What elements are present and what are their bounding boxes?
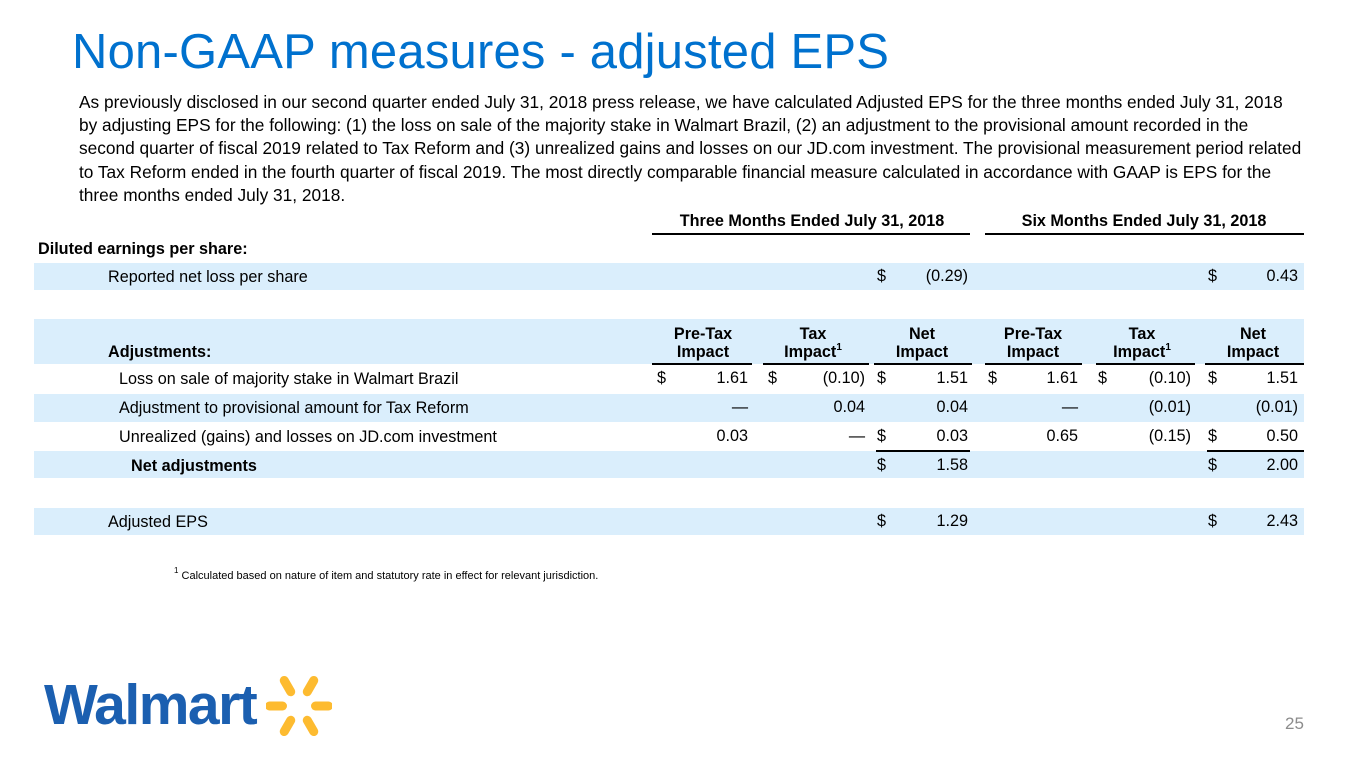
cell-value: (0.15) (1148, 427, 1191, 445)
cell-value: 0.50 (1266, 427, 1298, 445)
footnote-text: Calculated based on nature of item and s… (181, 570, 599, 582)
spark-petal (279, 715, 296, 737)
page-title: Non-GAAP measures - adjusted EPS (72, 25, 890, 79)
spark-petal (279, 675, 296, 697)
reported-six-value: 0.43 (1266, 267, 1298, 285)
net-adjustments-three-value: 1.58 (936, 456, 968, 474)
column-header-bottom-text: Impact (1006, 343, 1060, 361)
column-header-top: Net (908, 325, 936, 343)
header-band (34, 319, 1304, 364)
cell-value: 1.51 (936, 369, 968, 387)
adjusted-three-dollar: $ (877, 512, 887, 530)
period-header-rule (652, 233, 970, 235)
row-band (34, 263, 1304, 290)
footnote-marker: 1 (174, 566, 179, 576)
reported-three-value: (0.29) (925, 267, 968, 285)
cell-dollar-sign: $ (1098, 369, 1108, 387)
net-adjustments-rule (876, 450, 970, 452)
adjustment-row-label: Adjustment to provisional amount for Tax… (119, 399, 469, 417)
column-header-top: Pre-Tax (673, 325, 733, 343)
spark-petal (302, 675, 319, 697)
cell-value: 0.03 (716, 427, 748, 445)
intro-paragraph: As previously disclosed in our second qu… (79, 92, 1302, 205)
period-header-rule (985, 233, 1304, 235)
net-adjustments-three-dollar: $ (877, 456, 887, 474)
column-header-bottom-text: Impact (1226, 343, 1280, 361)
row-band (34, 394, 1304, 422)
cell-value: — (848, 427, 865, 445)
column-header-bottom: Impact (1203, 343, 1303, 362)
cell-value: 0.04 (833, 398, 865, 416)
cell-dollar-sign: $ (1208, 369, 1218, 387)
cell-value: (0.01) (1148, 398, 1191, 416)
cell-value: 0.04 (936, 398, 968, 416)
column-header-footnote-marker: 1 (836, 341, 842, 353)
cell-value: (0.01) (1255, 398, 1298, 416)
page-number: 25 (1285, 714, 1304, 733)
reported-six-dollar: $ (1208, 267, 1218, 285)
column-header-footnote-marker: 1 (1165, 341, 1171, 353)
adjustment-row-label: Loss on sale of majority stake in Walmar… (119, 370, 459, 388)
column-header-bottom-text: Impact (895, 343, 949, 361)
cell-dollar-sign: $ (1208, 427, 1218, 445)
net-adjustments-six-value: 2.00 (1266, 456, 1298, 474)
walmart-logo: Walmart (44, 668, 344, 748)
column-header-bottom-text: Impact (1113, 343, 1166, 361)
cell-value: 0.03 (936, 427, 968, 445)
cell-value: (0.10) (822, 369, 865, 387)
cell-value: 1.61 (716, 369, 748, 387)
adjustments-label: Adjustments: (108, 343, 212, 361)
cell-dollar-sign: $ (657, 369, 667, 387)
column-header-rule (652, 363, 752, 365)
column-header-bottom-text: Impact (784, 343, 837, 361)
diluted-eps-label: Diluted earnings per share: (38, 240, 248, 258)
column-header-bottom: Impact1 (763, 341, 863, 362)
spark-petal (311, 701, 332, 711)
column-header-rule (1096, 363, 1195, 365)
adjusted-six-value: 2.43 (1266, 512, 1298, 530)
column-header-rule (874, 363, 972, 365)
column-header-top: Tax (1128, 325, 1156, 343)
period-header-three-months: Three Months Ended July 31, 2018 (679, 212, 945, 230)
adjusted-six-dollar: $ (1208, 512, 1218, 530)
reported-three-dollar: $ (877, 267, 887, 285)
cell-value: 1.51 (1266, 369, 1298, 387)
reported-label: Reported net loss per share (108, 268, 308, 286)
cell-dollar-sign: $ (988, 369, 998, 387)
spark-icon (266, 675, 332, 737)
column-header-bottom: Impact (872, 343, 972, 362)
column-header-top: Pre-Tax (1003, 325, 1063, 343)
period-header-six-months: Six Months Ended July 31, 2018 (1021, 212, 1267, 230)
cell-dollar-sign: $ (768, 369, 778, 387)
cell-value: — (731, 398, 748, 416)
cell-value: — (1061, 398, 1078, 416)
spark-petal (302, 715, 319, 737)
column-header-top: Net (1239, 325, 1267, 343)
logo-wordmark: Walmart (44, 673, 258, 737)
column-header-top: Tax (799, 325, 827, 343)
row-band (34, 508, 1304, 535)
adjustment-row-label: Unrealized (gains) and losses on JD.com … (119, 428, 497, 446)
adjusted-eps-label: Adjusted EPS (108, 513, 208, 531)
cell-value: 1.61 (1046, 369, 1078, 387)
cell-value: (0.10) (1148, 369, 1191, 387)
column-header-bottom-text: Impact (676, 343, 730, 361)
column-header-rule (985, 363, 1082, 365)
adjusted-three-value: 1.29 (936, 512, 968, 530)
net-adjustments-six-dollar: $ (1208, 456, 1218, 474)
cell-dollar-sign: $ (877, 369, 887, 387)
net-adjustments-rule (1207, 450, 1304, 452)
column-header-bottom: Impact (983, 343, 1083, 362)
column-header-rule (1205, 363, 1304, 365)
cell-value: 0.65 (1046, 427, 1078, 445)
footnote: 1 Calculated based on nature of item and… (174, 567, 599, 582)
column-header-bottom: Impact (653, 343, 753, 362)
column-header-bottom: Impact1 (1092, 341, 1192, 362)
cell-dollar-sign: $ (877, 427, 887, 445)
net-adjustments-label: Net adjustments (131, 457, 257, 475)
column-header-rule (763, 363, 869, 365)
row-band (34, 451, 1304, 478)
spark-petal (266, 701, 287, 711)
